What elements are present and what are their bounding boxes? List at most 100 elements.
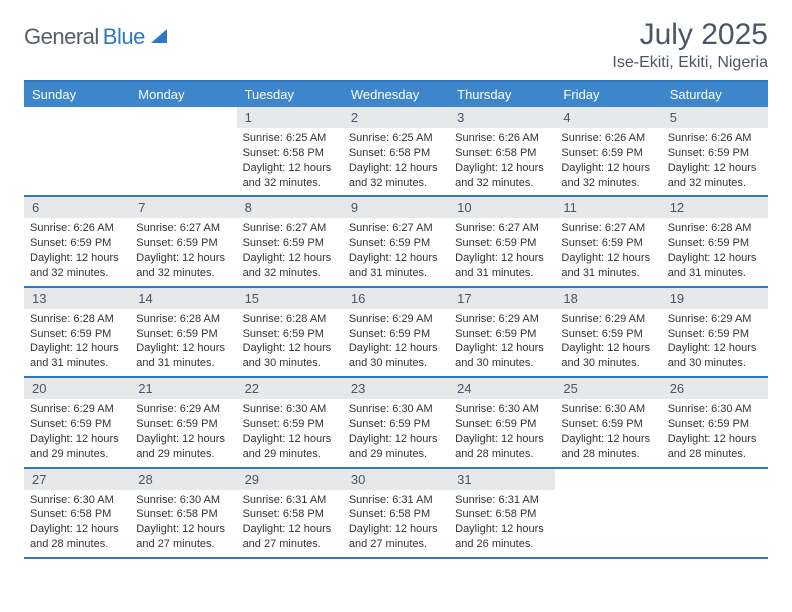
day-cell: 25Sunrise: 6:30 AMSunset: 6:59 PMDayligh… [555,378,661,466]
calendar: Sunday Monday Tuesday Wednesday Thursday… [24,80,768,559]
day-body: Sunrise: 6:28 AMSunset: 6:59 PMDaylight:… [130,309,236,376]
day-body: Sunrise: 6:30 AMSunset: 6:59 PMDaylight:… [237,399,343,466]
sunset-line: Sunset: 6:59 PM [349,327,443,342]
sunrise-line: Sunrise: 6:25 AM [243,131,337,146]
day-body: Sunrise: 6:30 AMSunset: 6:59 PMDaylight:… [343,399,449,466]
sunrise-line: Sunrise: 6:27 AM [243,221,337,236]
sunset-line: Sunset: 6:58 PM [455,507,549,522]
day-cell: 6Sunrise: 6:26 AMSunset: 6:59 PMDaylight… [24,197,130,285]
day-body: Sunrise: 6:29 AMSunset: 6:59 PMDaylight:… [130,399,236,466]
day-cell: 11Sunrise: 6:27 AMSunset: 6:59 PMDayligh… [555,197,661,285]
daylight-line: Daylight: 12 hours and 32 minutes. [349,161,443,191]
day-cell: 16Sunrise: 6:29 AMSunset: 6:59 PMDayligh… [343,288,449,376]
daylight-line: Daylight: 12 hours and 29 minutes. [349,432,443,462]
day-body [130,128,236,136]
day-cell: 26Sunrise: 6:30 AMSunset: 6:59 PMDayligh… [662,378,768,466]
daylight-line: Daylight: 12 hours and 28 minutes. [30,522,124,552]
day-cell: 9Sunrise: 6:27 AMSunset: 6:59 PMDaylight… [343,197,449,285]
day-cell [555,469,661,557]
day-body: Sunrise: 6:28 AMSunset: 6:59 PMDaylight:… [237,309,343,376]
daylight-line: Daylight: 12 hours and 30 minutes. [561,341,655,371]
day-body: Sunrise: 6:31 AMSunset: 6:58 PMDaylight:… [449,490,555,557]
daylight-line: Daylight: 12 hours and 32 minutes. [136,251,230,281]
sunrise-line: Sunrise: 6:26 AM [30,221,124,236]
daylight-line: Daylight: 12 hours and 27 minutes. [243,522,337,552]
daylight-line: Daylight: 12 hours and 29 minutes. [136,432,230,462]
daylight-line: Daylight: 12 hours and 31 minutes. [349,251,443,281]
sunrise-line: Sunrise: 6:26 AM [668,131,762,146]
day-body: Sunrise: 6:29 AMSunset: 6:59 PMDaylight:… [449,309,555,376]
day-number: 28 [130,469,236,490]
brand-triangle-icon [151,29,167,43]
dow-friday: Friday [555,82,661,107]
sunset-line: Sunset: 6:58 PM [136,507,230,522]
sunset-line: Sunset: 6:59 PM [455,236,549,251]
sunset-line: Sunset: 6:58 PM [243,146,337,161]
day-cell: 20Sunrise: 6:29 AMSunset: 6:59 PMDayligh… [24,378,130,466]
day-number: 6 [24,197,130,218]
day-of-week-row: Sunday Monday Tuesday Wednesday Thursday… [24,82,768,107]
sunset-line: Sunset: 6:59 PM [668,236,762,251]
day-cell: 30Sunrise: 6:31 AMSunset: 6:58 PMDayligh… [343,469,449,557]
sunset-line: Sunset: 6:59 PM [136,236,230,251]
day-number: 8 [237,197,343,218]
dow-tuesday: Tuesday [237,82,343,107]
sunset-line: Sunset: 6:59 PM [136,327,230,342]
sunrise-line: Sunrise: 6:27 AM [136,221,230,236]
day-number [555,469,661,490]
day-body: Sunrise: 6:26 AMSunset: 6:58 PMDaylight:… [449,128,555,195]
sunrise-line: Sunrise: 6:27 AM [349,221,443,236]
sunrise-line: Sunrise: 6:29 AM [561,312,655,327]
sunrise-line: Sunrise: 6:30 AM [30,493,124,508]
day-number: 10 [449,197,555,218]
sunset-line: Sunset: 6:59 PM [561,417,655,432]
month-title: July 2025 [612,18,768,52]
location-text: Ise-Ekiti, Ekiti, Nigeria [612,54,768,72]
sunrise-line: Sunrise: 6:25 AM [349,131,443,146]
day-number: 3 [449,107,555,128]
day-body: Sunrise: 6:30 AMSunset: 6:58 PMDaylight:… [24,490,130,557]
daylight-line: Daylight: 12 hours and 32 minutes. [243,251,337,281]
sunrise-line: Sunrise: 6:26 AM [455,131,549,146]
sunset-line: Sunset: 6:59 PM [30,417,124,432]
sunrise-line: Sunrise: 6:29 AM [136,402,230,417]
day-number: 18 [555,288,661,309]
daylight-line: Daylight: 12 hours and 31 minutes. [136,341,230,371]
dow-thursday: Thursday [449,82,555,107]
day-cell [662,469,768,557]
day-body [662,490,768,498]
sunset-line: Sunset: 6:59 PM [136,417,230,432]
daylight-line: Daylight: 12 hours and 28 minutes. [455,432,549,462]
sunrise-line: Sunrise: 6:27 AM [455,221,549,236]
sunrise-line: Sunrise: 6:31 AM [455,493,549,508]
sunset-line: Sunset: 6:59 PM [561,327,655,342]
sunset-line: Sunset: 6:59 PM [243,236,337,251]
sunrise-line: Sunrise: 6:29 AM [349,312,443,327]
day-body: Sunrise: 6:27 AMSunset: 6:59 PMDaylight:… [130,218,236,285]
day-body: Sunrise: 6:29 AMSunset: 6:59 PMDaylight:… [662,309,768,376]
day-cell: 3Sunrise: 6:26 AMSunset: 6:58 PMDaylight… [449,107,555,195]
daylight-line: Daylight: 12 hours and 29 minutes. [243,432,337,462]
day-cell: 22Sunrise: 6:30 AMSunset: 6:59 PMDayligh… [237,378,343,466]
day-cell: 10Sunrise: 6:27 AMSunset: 6:59 PMDayligh… [449,197,555,285]
brand-text-left: General [24,24,99,50]
day-cell: 27Sunrise: 6:30 AMSunset: 6:58 PMDayligh… [24,469,130,557]
sunset-line: Sunset: 6:59 PM [243,417,337,432]
brand-logo: GeneralBlue [24,18,167,50]
sunrise-line: Sunrise: 6:26 AM [561,131,655,146]
daylight-line: Daylight: 12 hours and 31 minutes. [561,251,655,281]
dow-sunday: Sunday [24,82,130,107]
day-number [662,469,768,490]
day-cell: 8 Sunrise: 6:27 AMSunset: 6:59 PMDaylight… [237,197,343,285]
daylight-line: Daylight: 12 hours and 28 minutes. [561,432,655,462]
day-body: Sunrise: 6:27 AMSunset: 6:59 PMDaylight:… [555,218,661,285]
day-body: Sunrise: 6:29 AMSunset: 6:59 PMDaylight:… [343,309,449,376]
daylight-line: Daylight: 12 hours and 30 minutes. [349,341,443,371]
day-body [555,490,661,498]
sunset-line: Sunset: 6:59 PM [243,327,337,342]
sunrise-line: Sunrise: 6:30 AM [455,402,549,417]
daylight-line: Daylight: 12 hours and 27 minutes. [349,522,443,552]
day-body: Sunrise: 6:31 AMSunset: 6:58 PMDaylight:… [237,490,343,557]
daylight-line: Daylight: 12 hours and 26 minutes. [455,522,549,552]
sunset-line: Sunset: 6:59 PM [455,417,549,432]
